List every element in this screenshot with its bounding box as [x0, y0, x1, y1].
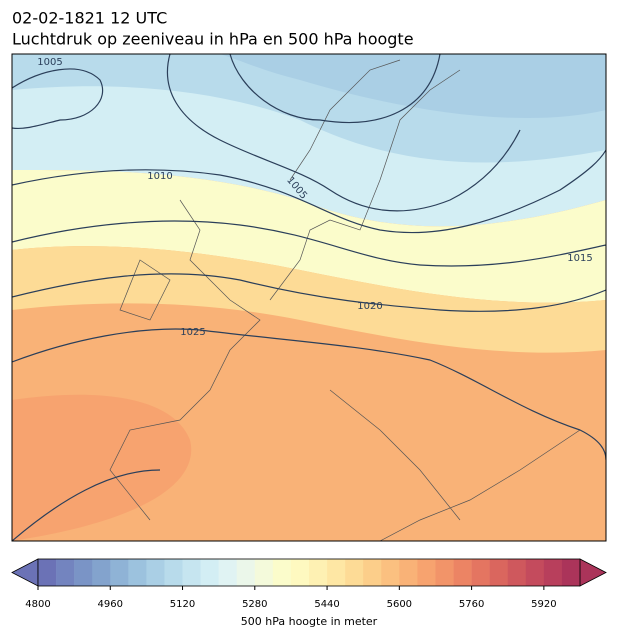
colorbar-bin: [74, 559, 93, 586]
isobar: [166, 54, 521, 212]
colorbar-bin: [417, 559, 436, 586]
isobar: [229, 54, 441, 124]
isobar-label: 1015: [567, 253, 592, 264]
isobar: [12, 220, 606, 267]
colorbar-bin: [363, 559, 382, 586]
band: [12, 246, 606, 353]
map-frame: [11, 53, 607, 542]
colorbar-bin: [399, 559, 418, 586]
coastline: [109, 59, 581, 541]
colorbar-bin: [56, 559, 75, 586]
colorbar-bin: [381, 559, 400, 586]
colorbar-bin: [507, 559, 527, 586]
tick-label: 4800: [25, 599, 50, 610]
isobar-label: 1010: [147, 171, 172, 182]
colorbar-bin: [164, 559, 183, 586]
map: 1005 1010 1005 1015 1020 1025: [11, 53, 607, 542]
colorbar-bin: [254, 559, 274, 586]
band: [12, 394, 192, 541]
colorbar-bin: [128, 559, 147, 586]
colorbar-bin: [38, 559, 57, 586]
colorbar-label: 500 hPa hoogte in meter: [241, 615, 378, 628]
colorbar-bin: [525, 559, 545, 586]
isobar-label: 1020: [357, 301, 382, 312]
isobar-label: 1005: [37, 57, 62, 68]
colorbar-bin: [561, 559, 581, 586]
isobar-label: 1025: [180, 327, 205, 338]
band: [220, 54, 606, 119]
colorbar-frame: [37, 558, 581, 587]
colorbar-bin: [290, 559, 310, 586]
tick-label: 5120: [170, 599, 195, 610]
isobar: [12, 328, 606, 461]
isobar: [12, 68, 104, 130]
tick-label: 4960: [98, 599, 123, 610]
colorbar-bin: [146, 559, 165, 586]
isobar: [12, 469, 161, 541]
colorbar-bin: [272, 559, 292, 586]
colorbar-bin: [453, 559, 472, 586]
colorbar-extend: [579, 558, 607, 587]
colorbar-bin: [182, 559, 201, 586]
isobar: [12, 273, 606, 312]
colorbar-bin: [236, 559, 256, 586]
colorbar-bin: [200, 559, 219, 586]
colorbar-bin: [471, 559, 490, 586]
colorbar-bin: [435, 559, 454, 586]
title: 02-02-1821 12 UTC: [12, 9, 167, 28]
colorbar-bin: [218, 559, 238, 586]
colorbar-bin: [327, 559, 346, 586]
colorbar-bin: [110, 559, 129, 586]
tick-label: 5440: [314, 599, 339, 610]
tick-label: 5280: [242, 599, 267, 610]
isobar: [12, 149, 606, 234]
colorbar-bin: [345, 559, 364, 586]
tick-label: 5600: [387, 599, 412, 610]
colorbar-bin: [543, 559, 563, 586]
colorbar-extend: [11, 558, 39, 587]
band: [12, 170, 606, 303]
colorbar-bin: [309, 559, 328, 586]
tick-label: 5920: [531, 599, 556, 610]
colorbar-bin: [92, 559, 111, 586]
tick-label: 5760: [459, 599, 484, 610]
subtitle: Luchtdruk op zeeniveau in hPa en 500 hPa…: [12, 30, 414, 49]
colorbar-bin: [489, 559, 509, 586]
